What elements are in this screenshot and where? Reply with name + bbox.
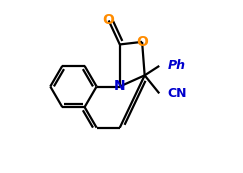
Text: O: O <box>103 13 114 28</box>
Text: O: O <box>136 35 148 49</box>
Text: CN: CN <box>168 87 187 100</box>
Text: Ph: Ph <box>168 59 186 72</box>
Text: N: N <box>114 80 126 93</box>
